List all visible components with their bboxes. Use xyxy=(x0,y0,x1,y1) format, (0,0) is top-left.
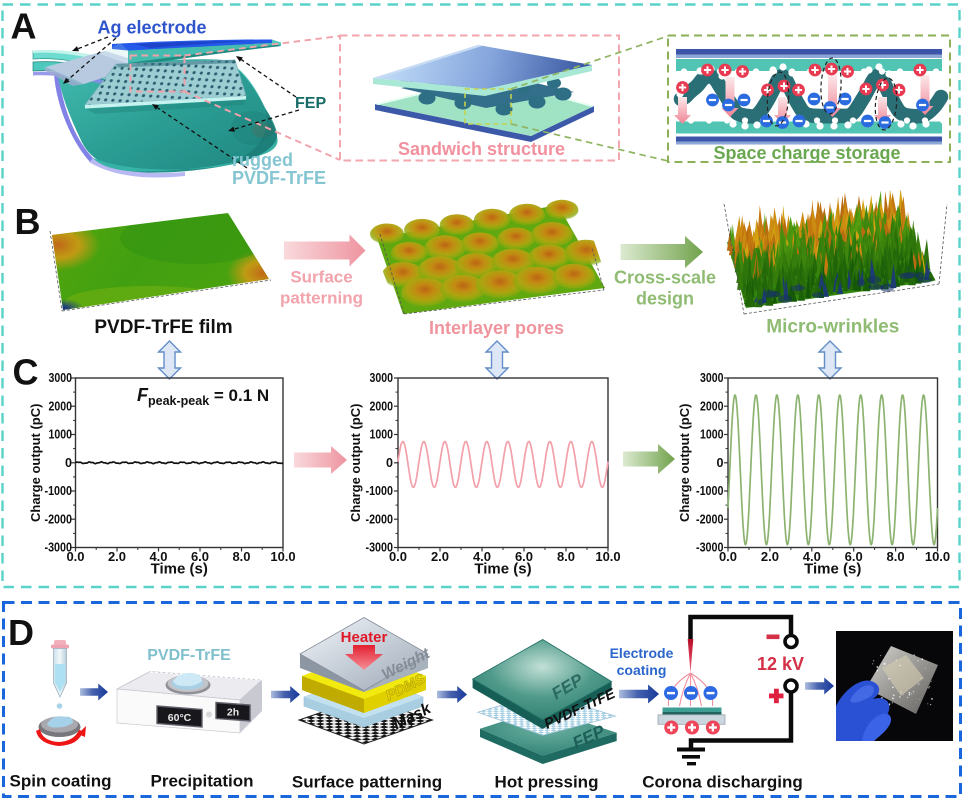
svg-text:2.0: 2.0 xyxy=(108,549,126,564)
svg-text:Charge output (pC): Charge output (pC) xyxy=(677,404,692,522)
svg-text:Charge output (pC): Charge output (pC) xyxy=(28,404,43,522)
svg-text:10.0: 10.0 xyxy=(925,549,950,564)
svg-text:Heater: Heater xyxy=(341,629,388,646)
svg-text:-2000: -2000 xyxy=(45,513,73,527)
svg-text:10.0: 10.0 xyxy=(270,549,295,564)
svg-text:4.0: 4.0 xyxy=(803,549,821,564)
svg-text:6.0: 6.0 xyxy=(845,549,863,564)
svg-text:8.0: 8.0 xyxy=(887,549,905,564)
svg-text:3000: 3000 xyxy=(370,371,394,385)
svg-text:0.0: 0.0 xyxy=(719,549,737,564)
svg-text:2.0: 2.0 xyxy=(431,549,449,564)
svg-text:Spin coating: Spin coating xyxy=(10,772,112,791)
svg-text:PVDF-TrFE: PVDF-TrFE xyxy=(232,168,326,188)
svg-text:Sandwich structure: Sandwich structure xyxy=(398,139,565,159)
svg-text:D: D xyxy=(8,612,34,653)
svg-text:2000: 2000 xyxy=(49,399,73,413)
svg-text:8.0: 8.0 xyxy=(557,549,575,564)
svg-text:3000: 3000 xyxy=(700,371,724,385)
svg-text:12 kV: 12 kV xyxy=(757,654,804,674)
svg-text:Corona discharging: Corona discharging xyxy=(642,773,803,792)
svg-text:0.0: 0.0 xyxy=(389,549,407,564)
svg-text:Cross-scale: Cross-scale xyxy=(614,268,716,288)
svg-text:PVDF-TrFE: PVDF-TrFE xyxy=(147,647,231,664)
svg-text:C: C xyxy=(13,352,39,393)
svg-text:0: 0 xyxy=(386,456,393,470)
svg-text:10.0: 10.0 xyxy=(595,549,620,564)
svg-text:2h: 2h xyxy=(227,707,239,719)
svg-text:-1000: -1000 xyxy=(45,484,73,498)
svg-text:-3000: -3000 xyxy=(696,541,724,555)
svg-text:0.0: 0.0 xyxy=(66,549,84,564)
svg-text:-3000: -3000 xyxy=(366,541,394,555)
svg-text:1000: 1000 xyxy=(370,428,394,442)
svg-text:coating: coating xyxy=(617,662,667,678)
svg-text:1000: 1000 xyxy=(49,428,73,442)
svg-text:Ag electrode: Ag electrode xyxy=(97,18,206,38)
svg-text:Interlayer pores: Interlayer pores xyxy=(429,318,564,338)
svg-text:2000: 2000 xyxy=(700,399,724,413)
svg-text:patterning: patterning xyxy=(280,289,363,308)
svg-text:6.0: 6.0 xyxy=(515,549,533,564)
svg-text:Electrode: Electrode xyxy=(610,645,674,661)
svg-text:rugged: rugged xyxy=(232,150,293,170)
svg-text:Space charge storage: Space charge storage xyxy=(713,143,900,163)
svg-text:-2000: -2000 xyxy=(366,513,394,527)
svg-text:Surface: Surface xyxy=(290,268,352,287)
svg-text:1000: 1000 xyxy=(700,428,724,442)
svg-text:Precipitation: Precipitation xyxy=(151,772,254,791)
svg-text:Charge output (pC): Charge output (pC) xyxy=(348,404,363,522)
svg-text:Time (s): Time (s) xyxy=(804,561,861,578)
svg-text:FEP: FEP xyxy=(295,95,326,112)
svg-text:0: 0 xyxy=(717,456,724,470)
svg-text:-1000: -1000 xyxy=(696,484,724,498)
svg-text:60°C: 60°C xyxy=(168,712,192,724)
svg-text:-2000: -2000 xyxy=(696,513,724,527)
svg-text:4.0: 4.0 xyxy=(473,549,491,564)
svg-text:0: 0 xyxy=(65,456,72,470)
svg-text:design: design xyxy=(636,289,694,309)
svg-text:4.0: 4.0 xyxy=(149,549,167,564)
svg-text:B: B xyxy=(15,201,41,242)
svg-text:2000: 2000 xyxy=(370,399,394,413)
svg-text:Fpeak-peak = 0.1 N: Fpeak-peak = 0.1 N xyxy=(137,385,269,408)
svg-text:3000: 3000 xyxy=(49,371,73,385)
svg-text:Time (s): Time (s) xyxy=(151,561,208,578)
svg-text:Micro-wrinkles: Micro-wrinkles xyxy=(766,317,899,338)
svg-text:Hot pressing: Hot pressing xyxy=(495,773,599,792)
svg-text:8.0: 8.0 xyxy=(232,549,250,564)
svg-text:-1000: -1000 xyxy=(366,484,394,498)
svg-text:A: A xyxy=(11,6,37,47)
svg-text:6.0: 6.0 xyxy=(191,549,209,564)
svg-text:Surface patterning: Surface patterning xyxy=(292,773,442,792)
svg-text:2.0: 2.0 xyxy=(761,549,779,564)
svg-text:-3000: -3000 xyxy=(45,541,73,555)
svg-text:PVDF-TrFE film: PVDF-TrFE film xyxy=(94,317,232,338)
svg-text:Time (s): Time (s) xyxy=(474,561,531,578)
